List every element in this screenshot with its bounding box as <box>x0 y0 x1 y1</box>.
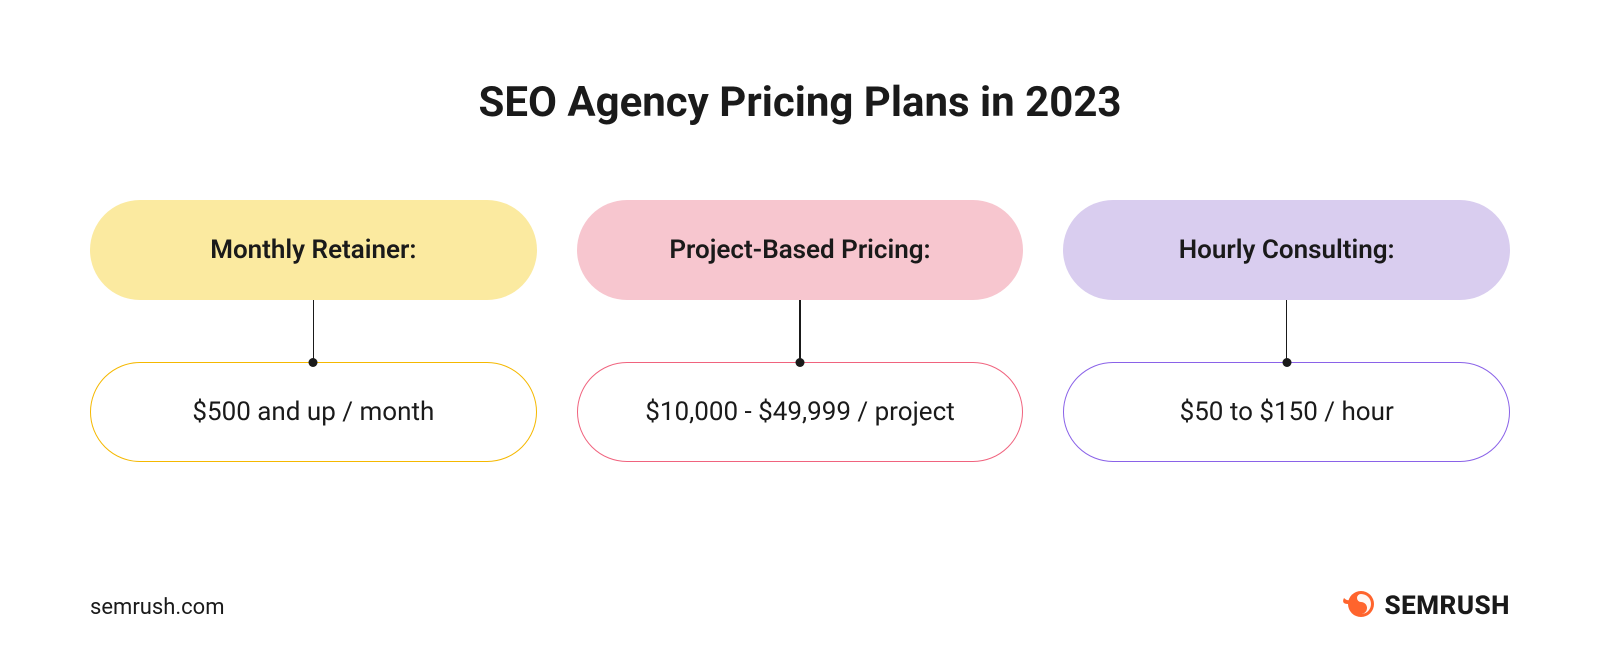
pricing-cards-row: Monthly Retainer: $500 and up / month Proj… <box>90 200 1510 462</box>
plan-value-pill: $50 to $150 / hour <box>1063 362 1510 462</box>
pricing-card: Project-Based Pricing: $10,000 - $49,999 … <box>577 200 1024 462</box>
plan-label-pill: Monthly Retainer: <box>90 200 537 300</box>
plan-value-pill: $500 and up / month <box>90 362 537 462</box>
plan-value-pill: $10,000 - $49,999 / project <box>577 362 1024 462</box>
pricing-card: Hourly Consulting: $50 to $150 / hour <box>1063 200 1510 462</box>
page-title: SEO Agency Pricing Plans in 2023 <box>0 78 1600 127</box>
connector <box>795 300 805 362</box>
brand-name: SEMRUSH <box>1385 591 1510 621</box>
connector <box>1282 300 1292 362</box>
brand-logo: SEMRUSH <box>1339 586 1510 626</box>
plan-label-pill: Project-Based Pricing: <box>577 200 1024 300</box>
plan-label-pill: Hourly Consulting: <box>1063 200 1510 300</box>
semrush-flame-icon <box>1339 586 1375 626</box>
source-label: semrush.com <box>90 595 225 620</box>
pricing-card: Monthly Retainer: $500 and up / month <box>90 200 537 462</box>
connector <box>308 300 318 362</box>
